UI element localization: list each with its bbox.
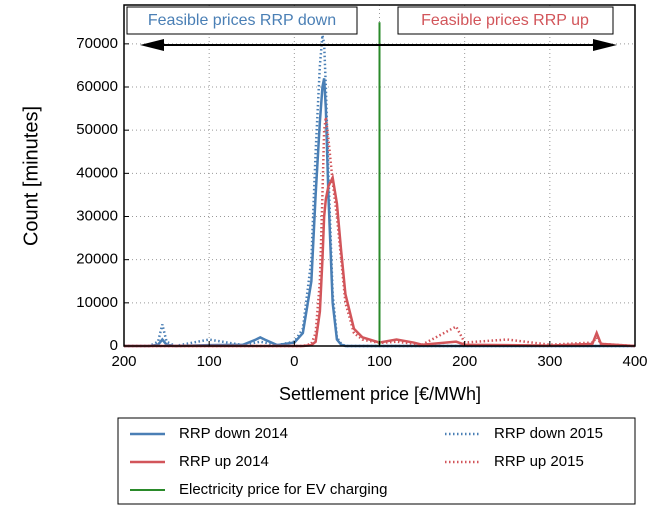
annotation: Feasible prices RRP up [421,12,589,29]
x-tick-label: 200 [452,353,477,370]
legend [117,417,636,505]
y-tick-label: 60000 [76,78,118,95]
annotation: Feasible prices RRP down [148,12,336,29]
plot-frame [123,4,636,347]
x-tick-label: 100 [367,353,392,370]
legend-label: RRP up 2015 [494,453,584,470]
legend-label: RRP down 2015 [494,425,603,442]
y-axis-label: Count [minutes] [20,106,42,246]
y-tick-label: 70000 [76,35,118,52]
x-tick-label: 100 [197,353,222,370]
y-tick-label: 20000 [76,251,118,268]
annotation-box [126,6,358,35]
y-tick-label: 30000 [76,207,118,224]
x-tick-label: 200 [111,353,136,370]
y-tick-label: 0 [110,337,118,354]
y-tick-label: 50000 [76,121,118,138]
x-tick-label: 300 [537,353,562,370]
x-tick-label: 0 [290,353,298,370]
y-tick-label: 40000 [76,164,118,181]
x-axis-label: Settlement price [€/MWh] [279,384,481,404]
legend-label: Electricity price for EV charging [179,481,387,498]
annotation-box [397,6,614,35]
arrow-head-right [593,39,617,51]
plot-area [123,5,636,348]
legend-label: RRP down 2014 [179,425,288,442]
x-tick-label: 400 [622,353,647,370]
arrow-head-left [140,39,164,51]
y-tick-label: 10000 [76,294,118,311]
legend-label: RRP up 2014 [179,453,269,470]
